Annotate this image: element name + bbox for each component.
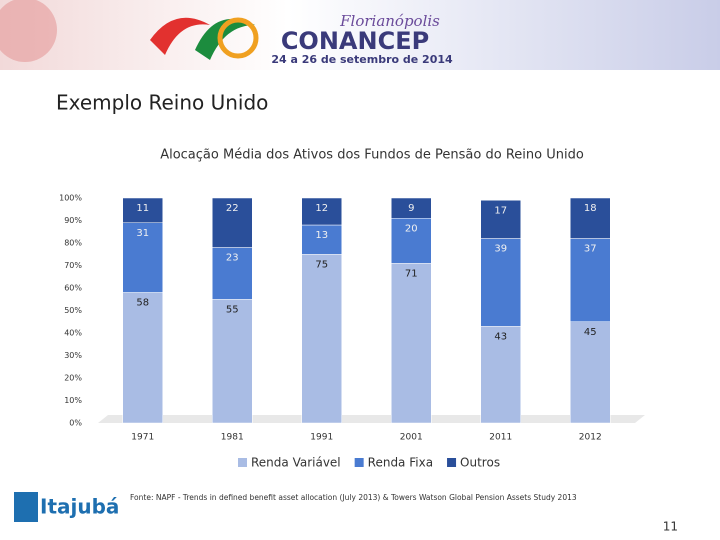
bar-segment bbox=[391, 263, 432, 424]
y-tick-label: 40% bbox=[64, 329, 82, 338]
data-label: 18 bbox=[584, 203, 597, 214]
bar-segment bbox=[301, 254, 342, 424]
bar-segment bbox=[391, 218, 432, 264]
x-tick-label: 2001 bbox=[400, 433, 423, 443]
bar-segment bbox=[212, 197, 253, 248]
y-tick-label: 10% bbox=[64, 396, 82, 405]
data-label: 11 bbox=[136, 203, 149, 214]
bar-segment bbox=[212, 299, 253, 424]
source: Fonte: NAPF - Trends in defined benefit … bbox=[130, 493, 577, 502]
chart-title: Alocação Média dos Ativos dos Fundos de … bbox=[160, 148, 584, 163]
legend-swatch bbox=[354, 458, 364, 467]
x-tick-label: 1981 bbox=[221, 433, 244, 443]
x-tick-label: 1971 bbox=[131, 433, 154, 443]
brand: CONANCEP bbox=[281, 27, 429, 55]
data-label: 31 bbox=[136, 228, 149, 239]
bar-segment bbox=[480, 238, 521, 327]
bar-segment bbox=[301, 197, 342, 226]
bar-segment bbox=[301, 224, 342, 255]
heading: Exemplo Reino Unido bbox=[56, 91, 268, 115]
bar-segment bbox=[391, 197, 432, 219]
legend-swatch bbox=[447, 458, 457, 467]
bar-segment bbox=[122, 292, 163, 424]
y-tick-label: 90% bbox=[64, 216, 82, 225]
data-label: 22 bbox=[226, 203, 239, 214]
data-label: 13 bbox=[315, 230, 328, 241]
legend-label: Outros bbox=[460, 456, 500, 470]
header-band bbox=[0, 0, 720, 70]
bar-segment bbox=[480, 326, 521, 424]
bar-segment bbox=[570, 238, 611, 322]
data-label: 43 bbox=[494, 331, 507, 342]
x-tick-label: 1991 bbox=[310, 433, 333, 443]
y-tick-label: 100% bbox=[59, 194, 82, 203]
brand-script: Florianópolis bbox=[339, 12, 440, 30]
y-tick-label: 30% bbox=[64, 351, 82, 360]
data-label: 9 bbox=[408, 203, 414, 214]
bar-segment bbox=[122, 197, 163, 223]
data-label: 12 bbox=[315, 203, 328, 214]
legend-label: Renda Variável bbox=[251, 456, 341, 470]
y-tick-label: 20% bbox=[64, 374, 82, 383]
bar-segment bbox=[122, 222, 163, 293]
dates: 24 a 26 de setembro de 2014 bbox=[271, 53, 453, 66]
data-label: 37 bbox=[584, 244, 597, 255]
plot-wall bbox=[98, 415, 645, 423]
data-label: 39 bbox=[494, 244, 507, 255]
bar-segment bbox=[570, 197, 611, 239]
data-label: 71 bbox=[405, 268, 418, 279]
y-tick-label: 70% bbox=[64, 261, 82, 270]
legend-label: Renda Fixa bbox=[368, 456, 433, 470]
footer-logo: Itajubá bbox=[14, 492, 119, 522]
y-tick-label: 80% bbox=[64, 239, 82, 248]
bar-segment bbox=[570, 321, 611, 424]
data-label: 75 bbox=[315, 259, 328, 270]
data-label: 58 bbox=[136, 298, 149, 309]
y-tick-label: 60% bbox=[64, 284, 82, 293]
data-label: 55 bbox=[226, 304, 239, 315]
page-number: 11 bbox=[663, 520, 678, 534]
data-label: 20 bbox=[405, 223, 418, 234]
logo-text: Itajubá bbox=[40, 495, 119, 519]
y-tick-label: 0% bbox=[69, 419, 82, 428]
header-logo-art bbox=[0, 0, 259, 62]
y-tick-label: 50% bbox=[64, 306, 82, 315]
bar-segment bbox=[480, 200, 521, 239]
x-tick-label: 2011 bbox=[489, 433, 512, 443]
data-label: 23 bbox=[226, 253, 239, 264]
data-label: 17 bbox=[494, 205, 507, 216]
data-label: 45 bbox=[584, 327, 597, 338]
legend-swatch bbox=[238, 458, 247, 467]
x-tick-label: 2012 bbox=[579, 433, 602, 443]
